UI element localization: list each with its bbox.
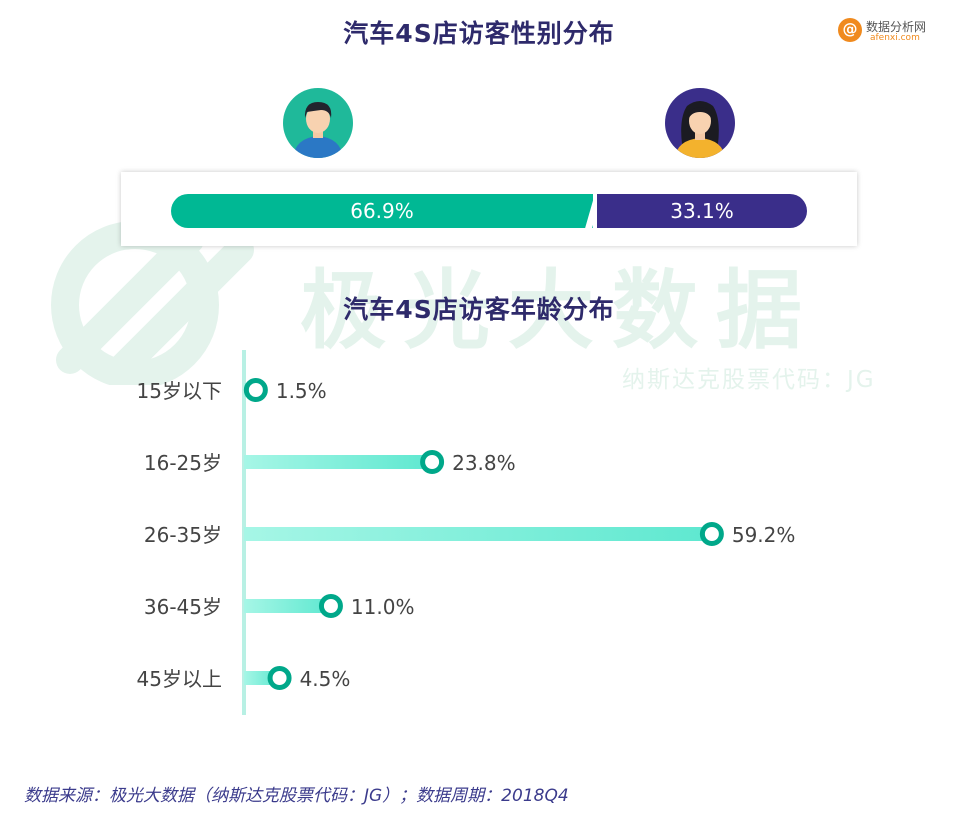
female-avatar-icon (665, 88, 735, 158)
age-bar-end-marker (699, 522, 724, 546)
male-share-label: 66.9% (350, 199, 414, 223)
logo-name: 数据分析网 (866, 20, 927, 34)
age-bar-end-marker (243, 378, 268, 402)
age-value-label: 59.2% (732, 523, 796, 547)
age-distribution-chart: 15岁以下 1.5% 16-25岁 23.8% 26-35岁 59.2% 36-45岁 11.… (137, 350, 796, 715)
age-value-label: 11.0% (351, 595, 415, 619)
age-bar (244, 455, 433, 469)
watermark-text: 极光大数据 (300, 261, 820, 361)
male-avatar-icon (283, 88, 353, 158)
age-category-label: 45岁以上 (137, 667, 222, 691)
gender-split-panel: 66.9% 33.1% (121, 172, 857, 246)
age-bar-end-marker (267, 666, 292, 690)
age-category-label: 26-35岁 (144, 523, 222, 547)
data-source-footnote: 数据来源：极光大数据（纳斯达克股票代码：JG）；数据周期：2018Q4 (24, 786, 569, 806)
age-value-label: 1.5% (276, 379, 327, 403)
age-value-label: 4.5% (300, 667, 351, 691)
age-bar-end-marker (420, 450, 445, 474)
age-value-label: 23.8% (452, 451, 516, 475)
age-bar (244, 527, 712, 541)
age-category-label: 15岁以下 (137, 379, 222, 403)
logo-url: afenxi.com (870, 33, 920, 43)
watermark-subtext: 纳斯达克股票代码：JG (622, 367, 876, 393)
age-bar (244, 599, 331, 613)
age-bar-end-marker (318, 594, 343, 618)
logo-at-icon: @ (838, 18, 862, 42)
male-share-bar: 66.9% (171, 194, 593, 228)
female-share-bar: 33.1% (597, 194, 807, 228)
female-share-label: 33.1% (670, 199, 734, 223)
age-category-label: 36-45岁 (144, 595, 222, 619)
gender-title: 汽车4S店访客性别分布 (343, 19, 615, 48)
afenxi-logo: @ 数据分析网 afenxi.com (838, 16, 953, 46)
age-title: 汽车4S店访客年龄分布 (343, 295, 615, 324)
age-category-label: 16-25岁 (144, 451, 222, 475)
